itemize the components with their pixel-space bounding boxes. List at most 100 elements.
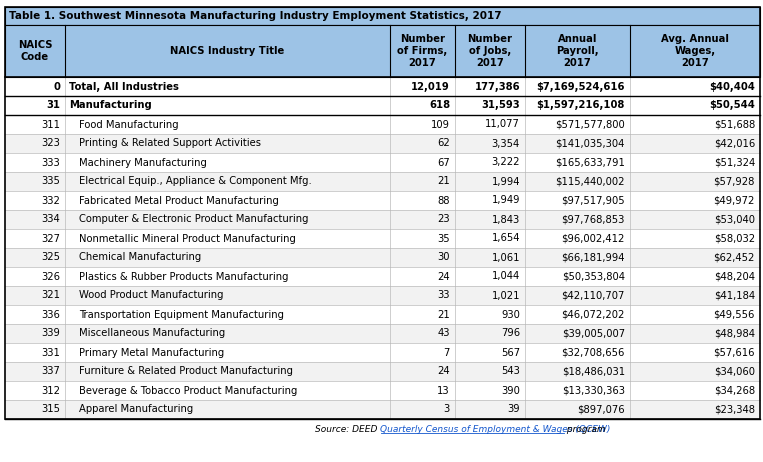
Text: 335: 335 <box>41 176 60 187</box>
Text: $53,040: $53,040 <box>714 214 755 225</box>
Bar <box>5 400 760 419</box>
Bar <box>5 286 760 305</box>
Text: $49,972: $49,972 <box>713 195 755 206</box>
Text: $51,688: $51,688 <box>713 120 755 129</box>
Text: 332: 332 <box>41 195 60 206</box>
Bar <box>5 96 760 115</box>
Text: Printing & Related Support Activities: Printing & Related Support Activities <box>79 139 261 148</box>
Text: Annual
Payroll,
2017: Annual Payroll, 2017 <box>556 34 599 67</box>
Text: 331: 331 <box>41 347 60 358</box>
Text: 1,061: 1,061 <box>491 253 520 262</box>
Text: 1,994: 1,994 <box>491 176 520 187</box>
Text: 327: 327 <box>41 233 60 243</box>
Text: 1,654: 1,654 <box>491 233 520 243</box>
Text: 13: 13 <box>437 385 450 395</box>
Text: $48,204: $48,204 <box>714 272 755 281</box>
Text: 67: 67 <box>437 158 450 168</box>
Bar <box>5 7 760 419</box>
Text: Total, All Industries: Total, All Industries <box>69 81 179 91</box>
Text: Manufacturing: Manufacturing <box>69 101 152 110</box>
Text: $23,348: $23,348 <box>714 405 755 414</box>
Text: Wood Product Manufacturing: Wood Product Manufacturing <box>79 291 224 300</box>
Text: $97,517,905: $97,517,905 <box>562 195 625 206</box>
Text: 1,949: 1,949 <box>491 195 520 206</box>
Text: Fabricated Metal Product Manufacturing: Fabricated Metal Product Manufacturing <box>79 195 278 206</box>
Text: 339: 339 <box>41 328 60 339</box>
Bar <box>5 25 760 77</box>
Text: 3,222: 3,222 <box>491 158 520 168</box>
Text: Primary Metal Manufacturing: Primary Metal Manufacturing <box>79 347 224 358</box>
Bar <box>5 172 760 191</box>
Bar <box>5 210 760 229</box>
Text: Source: DEED: Source: DEED <box>315 425 381 433</box>
Text: $32,708,656: $32,708,656 <box>562 347 625 358</box>
Text: $7,169,524,616: $7,169,524,616 <box>536 81 625 91</box>
Text: 321: 321 <box>41 291 60 300</box>
Text: 1,843: 1,843 <box>491 214 520 225</box>
Text: $49,556: $49,556 <box>713 310 755 320</box>
Bar <box>5 248 760 267</box>
Text: $50,544: $50,544 <box>709 101 755 110</box>
Bar <box>5 362 760 381</box>
Text: Food Manufacturing: Food Manufacturing <box>79 120 179 129</box>
Text: Furniture & Related Product Manufacturing: Furniture & Related Product Manufacturin… <box>79 366 293 377</box>
Text: 1,021: 1,021 <box>491 291 520 300</box>
Text: Table 1. Southwest Minnesota Manufacturing Industry Employment Statistics, 2017: Table 1. Southwest Minnesota Manufacturi… <box>9 11 501 21</box>
Text: 35: 35 <box>437 233 450 243</box>
Text: $115,440,002: $115,440,002 <box>555 176 625 187</box>
Text: $46,072,202: $46,072,202 <box>562 310 625 320</box>
Text: Transportation Equipment Manufacturing: Transportation Equipment Manufacturing <box>79 310 284 320</box>
Text: Quarterly Census of Employment & Wages (QCEW): Quarterly Census of Employment & Wages (… <box>381 425 611 433</box>
Text: 325: 325 <box>41 253 60 262</box>
Text: 33: 33 <box>437 291 450 300</box>
Text: 618: 618 <box>429 101 450 110</box>
Text: $41,184: $41,184 <box>714 291 755 300</box>
Text: 21: 21 <box>437 176 450 187</box>
Text: $34,268: $34,268 <box>714 385 755 395</box>
Bar <box>5 115 760 134</box>
Text: 31,593: 31,593 <box>481 101 520 110</box>
Text: 7: 7 <box>443 347 450 358</box>
Text: 21: 21 <box>437 310 450 320</box>
Text: $13,330,363: $13,330,363 <box>562 385 625 395</box>
Text: 930: 930 <box>501 310 520 320</box>
Text: Nonmetallic Mineral Product Manufacturing: Nonmetallic Mineral Product Manufacturin… <box>79 233 296 243</box>
Text: $57,616: $57,616 <box>713 347 755 358</box>
Text: $141,035,304: $141,035,304 <box>555 139 625 148</box>
Text: Number
of Firms,
2017: Number of Firms, 2017 <box>398 34 448 67</box>
Text: 24: 24 <box>437 272 450 281</box>
Text: 311: 311 <box>41 120 60 129</box>
Text: 567: 567 <box>501 347 520 358</box>
Text: Apparel Manufacturing: Apparel Manufacturing <box>79 405 193 414</box>
Text: 1,044: 1,044 <box>491 272 520 281</box>
Text: 0: 0 <box>53 81 60 91</box>
Text: 315: 315 <box>41 405 60 414</box>
Text: $57,928: $57,928 <box>713 176 755 187</box>
Text: $51,324: $51,324 <box>713 158 755 168</box>
Text: $39,005,007: $39,005,007 <box>562 328 625 339</box>
Text: Machinery Manufacturing: Machinery Manufacturing <box>79 158 207 168</box>
Bar <box>5 343 760 362</box>
Bar <box>5 7 760 25</box>
Text: 177,386: 177,386 <box>475 81 520 91</box>
Text: 326: 326 <box>41 272 60 281</box>
Text: $18,486,031: $18,486,031 <box>562 366 625 377</box>
Text: 337: 337 <box>41 366 60 377</box>
Text: 336: 336 <box>41 310 60 320</box>
Text: Miscellaneous Manufacturing: Miscellaneous Manufacturing <box>79 328 225 339</box>
Text: 43: 43 <box>437 328 450 339</box>
Text: 31: 31 <box>46 101 60 110</box>
Text: Computer & Electronic Product Manufacturing: Computer & Electronic Product Manufactur… <box>79 214 308 225</box>
Text: 39: 39 <box>507 405 520 414</box>
Text: 24: 24 <box>437 366 450 377</box>
Text: 62: 62 <box>437 139 450 148</box>
Text: $97,768,853: $97,768,853 <box>562 214 625 225</box>
Bar <box>5 267 760 286</box>
Text: $48,984: $48,984 <box>714 328 755 339</box>
Text: Number
of Jobs,
2017: Number of Jobs, 2017 <box>468 34 513 67</box>
Text: 333: 333 <box>41 158 60 168</box>
Text: $571,577,800: $571,577,800 <box>555 120 625 129</box>
Text: 12,019: 12,019 <box>411 81 450 91</box>
Text: 3,354: 3,354 <box>491 139 520 148</box>
Text: Beverage & Tobacco Product Manufacturing: Beverage & Tobacco Product Manufacturing <box>79 385 298 395</box>
